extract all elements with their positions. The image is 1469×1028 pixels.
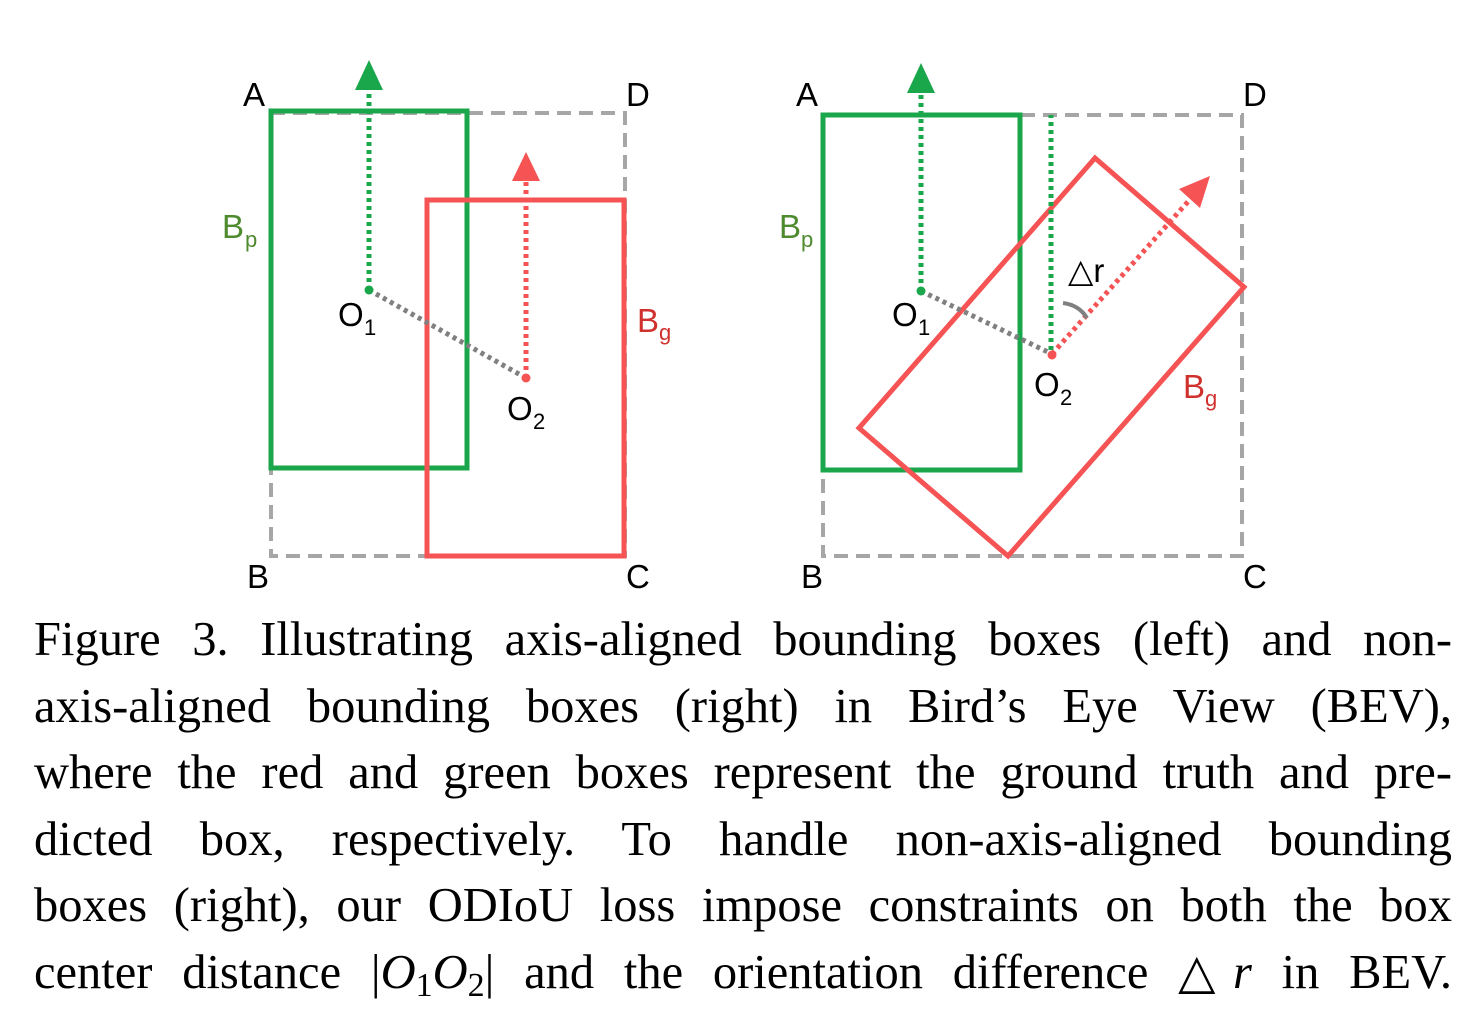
caption-line-2: axis-aligned bounding boxes (right) in B…: [34, 679, 1452, 733]
caption-line-5: boxes (right), our ODIoU loss impose con…: [34, 879, 1452, 932]
right-red-arrowhead: [1179, 176, 1210, 208]
right-corner-a-label: A: [796, 76, 818, 113]
math-bar-left: |: [370, 945, 381, 999]
right-center-o2-label: O: [1034, 366, 1060, 403]
left-panel: A D B C B p B g O 1 O 2: [222, 60, 671, 595]
caption-line-6-mid: and the orientation difference: [494, 945, 1179, 999]
right-ground-truth-label-sub: g: [1205, 386, 1217, 411]
right-green-arrowhead: [907, 63, 935, 93]
left-ground-truth-label-sub: g: [659, 320, 671, 345]
left-center-distance-line: [367, 287, 528, 381]
left-red-arrowhead: [512, 152, 540, 181]
right-center-distance-line: [919, 288, 1054, 357]
right-center-o2-dot: [1047, 350, 1057, 360]
math-triangle: △: [1178, 945, 1234, 999]
right-center-o2-label-sub: 2: [1060, 385, 1072, 410]
math-bar-right: |: [484, 945, 495, 999]
right-corner-b-label: B: [801, 558, 823, 595]
right-predicted-label-sub: p: [801, 227, 813, 252]
right-panel: A D B C B p B g △r O 1 O 2: [779, 63, 1267, 595]
right-enclosing-box: [821, 113, 1244, 558]
left-center-o2-label-sub: 2: [533, 409, 545, 434]
right-angle-arc: [1062, 301, 1089, 320]
right-corner-d-label: D: [1243, 76, 1267, 113]
left-corner-a-label: A: [243, 76, 265, 113]
caption-line-6-end: in BEV.: [1251, 945, 1452, 999]
figure-svg: A D B C B p B g O 1 O 2: [222, 60, 1267, 595]
right-center-o1-label-sub: 1: [918, 315, 930, 340]
figure: A D B C B p B g O 1 O 2: [222, 60, 1267, 595]
left-predicted-label-sub: p: [245, 227, 257, 252]
math-o2-sub: 2: [467, 966, 485, 1004]
right-corner-c-label: C: [1243, 558, 1267, 595]
left-green-arrowhead: [355, 60, 383, 90]
math-orientation-difference: △r: [1178, 946, 1252, 999]
left-corner-d-label: D: [626, 76, 650, 113]
right-center-o1-dot: [916, 286, 926, 296]
right-ground-truth-box: [855, 154, 1248, 560]
right-angle-label: △r: [1068, 252, 1104, 289]
left-predicted-label: B: [222, 208, 244, 245]
right-ground-truth-label: B: [1183, 368, 1205, 405]
right-predicted-label: B: [779, 208, 801, 245]
math-o2: O: [432, 945, 468, 999]
figure-caption: Figure 3. Illustrating axis-aligned boun…: [34, 607, 1452, 1006]
math-o1: O: [380, 945, 416, 999]
caption-line-4: dicted box, respectively. To handle non-…: [34, 812, 1452, 866]
left-center-o2-label: O: [507, 390, 533, 427]
math-r: r: [1233, 945, 1252, 999]
left-center-o1-label-sub: 1: [364, 315, 376, 340]
right-center-o1-label: O: [892, 296, 918, 333]
right-red-orientation-line: [1050, 194, 1195, 356]
caption-line-6-start: center distance: [34, 945, 371, 999]
left-center-o2-dot: [521, 373, 531, 383]
math-o1-sub: 1: [415, 966, 433, 1004]
caption-line-1: Figure 3. Illustrating axis-aligned boun…: [34, 613, 1452, 666]
left-center-o1-dot: [364, 285, 374, 295]
left-corner-b-label: B: [247, 558, 269, 595]
left-center-o1-label: O: [338, 296, 364, 333]
caption-line-6: center distance |O1O2| and the orientati…: [34, 940, 1452, 1007]
left-ground-truth-label: B: [637, 302, 659, 339]
left-corner-c-label: C: [626, 558, 650, 595]
caption-line-3: where the red and green boxes represent …: [34, 746, 1452, 799]
math-center-distance: |O1O2|: [370, 945, 495, 1003]
